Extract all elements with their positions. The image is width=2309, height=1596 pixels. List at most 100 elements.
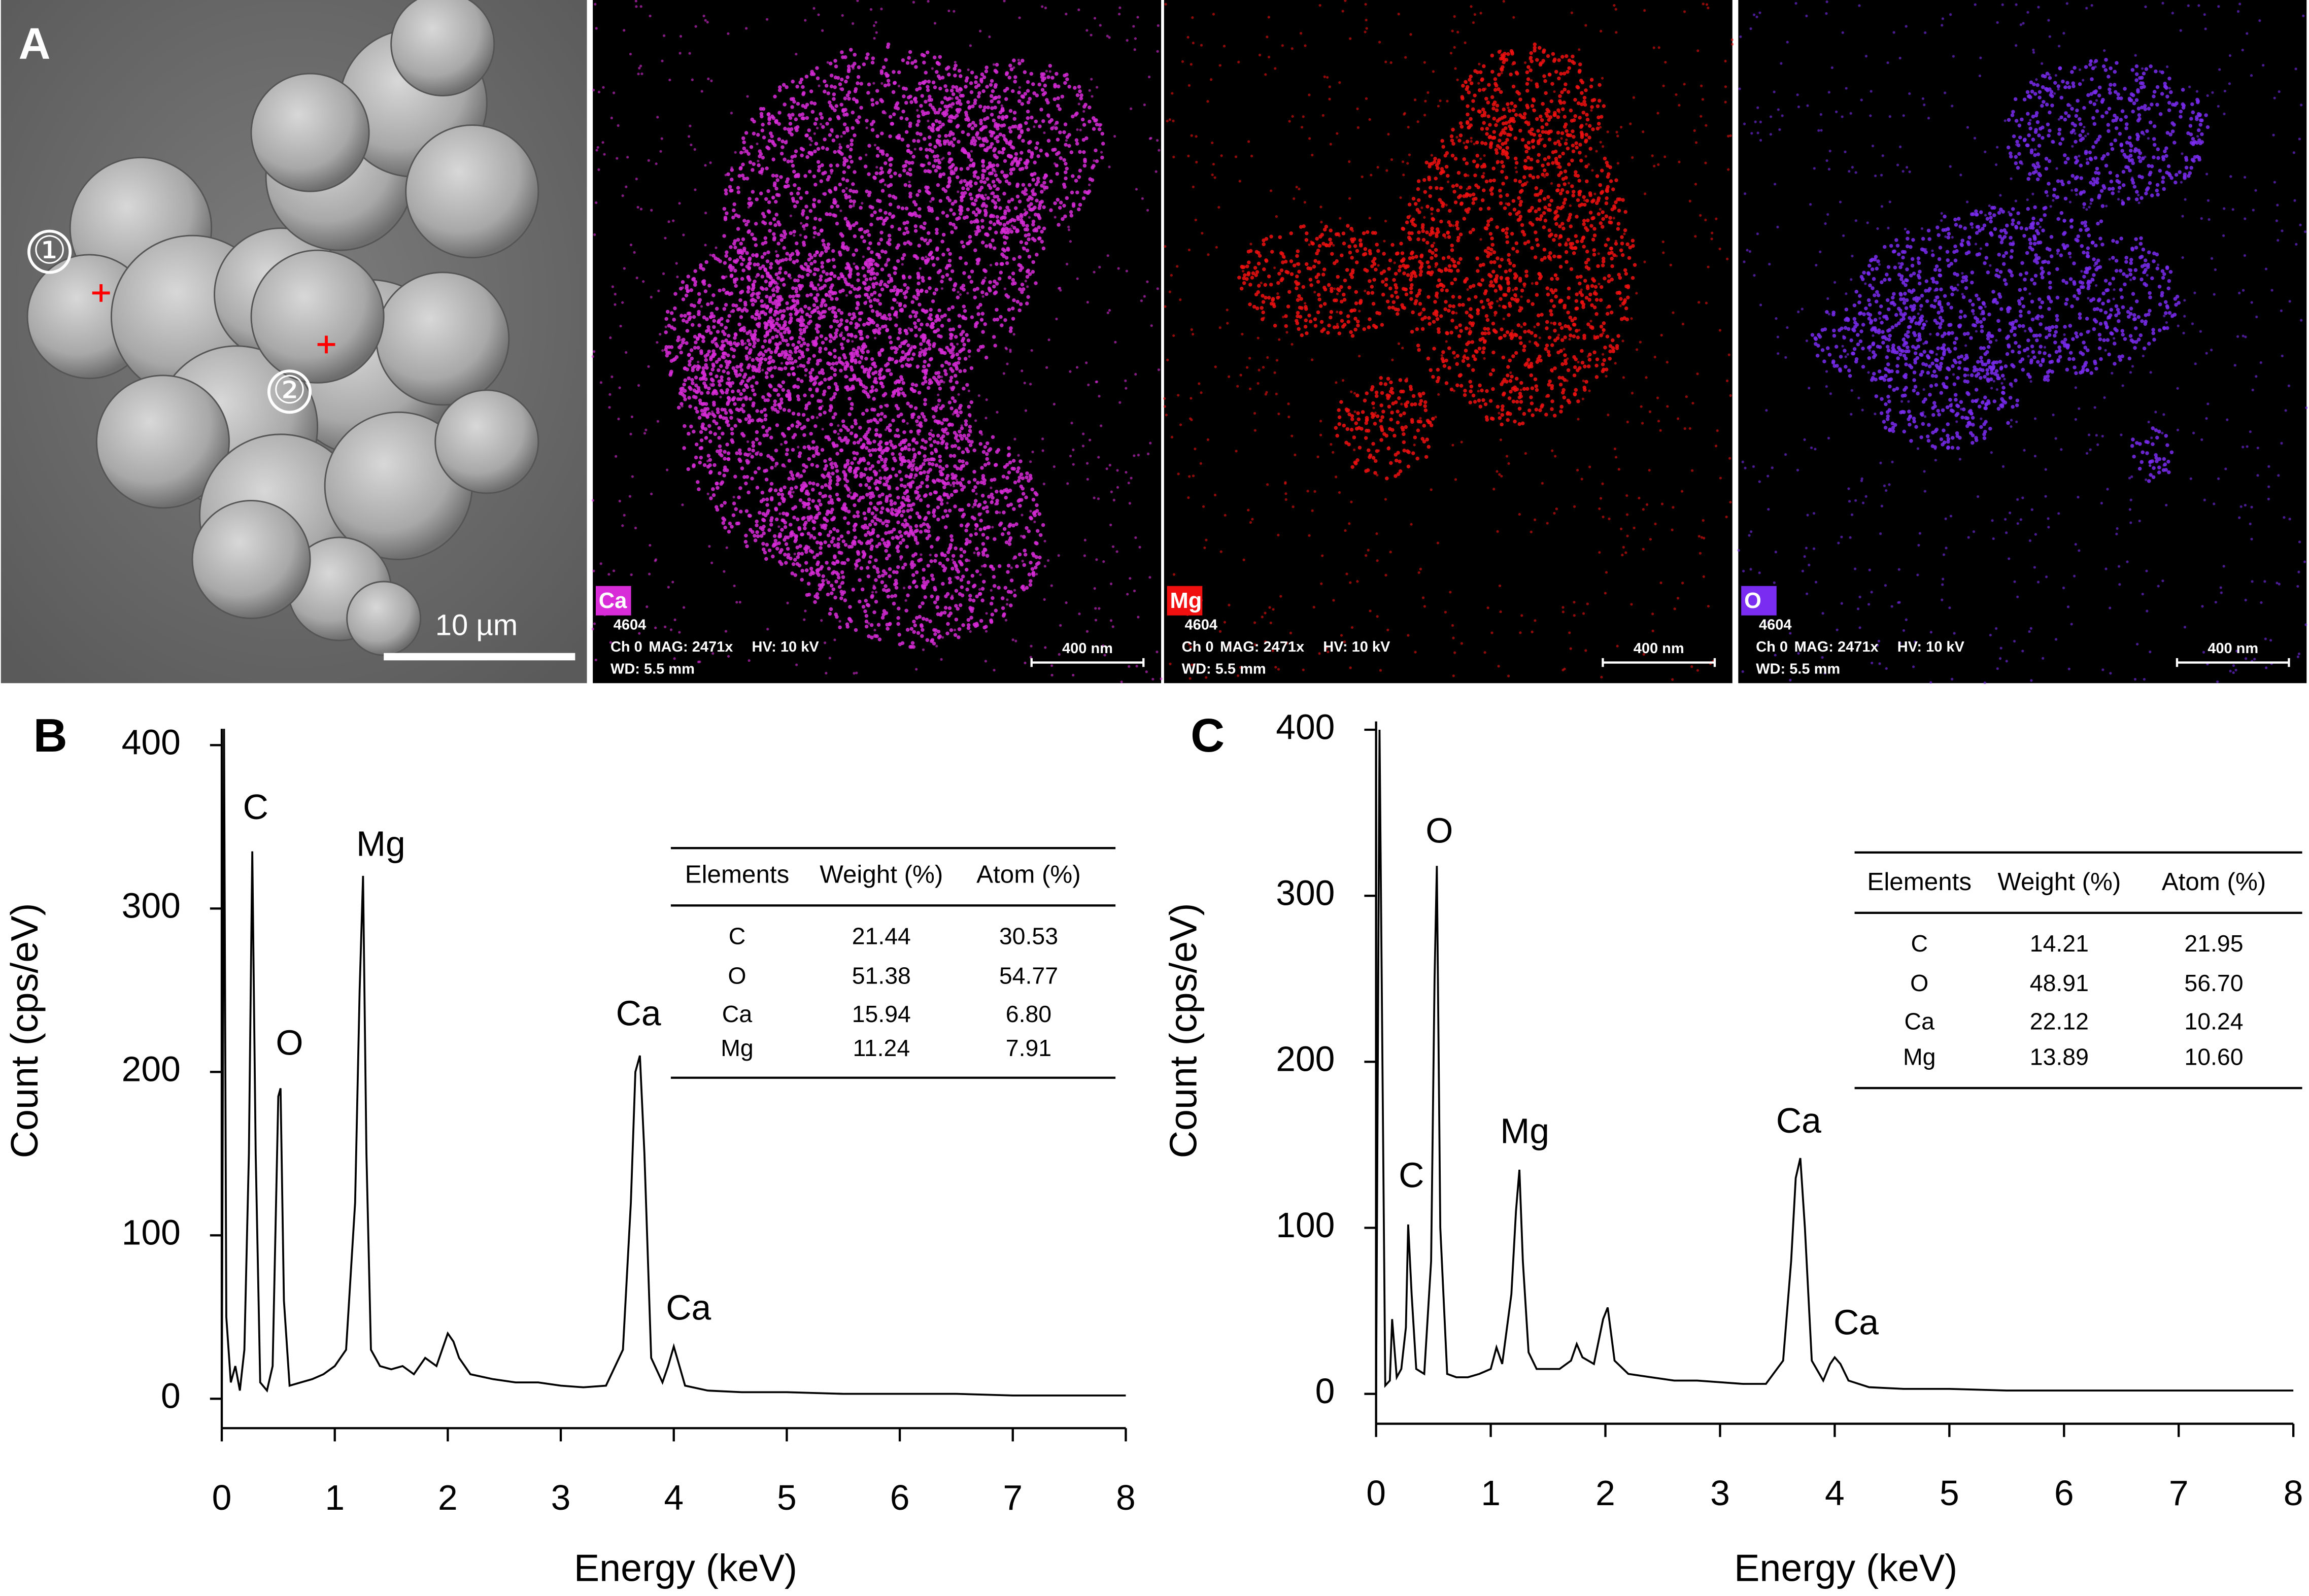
- map-dot: [797, 274, 802, 278]
- map-dot: [1089, 438, 1092, 442]
- map-dot: [826, 592, 830, 597]
- map-dot: [930, 545, 934, 549]
- map-dot: [1156, 287, 1159, 290]
- map-dot: [906, 593, 910, 597]
- map-dot: [870, 103, 875, 107]
- map-dot: [1146, 209, 1149, 212]
- map-dot: [882, 476, 887, 480]
- map-dot: [623, 29, 626, 32]
- map-dot: [982, 580, 986, 584]
- map-dot: [816, 267, 820, 272]
- map-dot: [908, 485, 913, 489]
- map-dot: [863, 523, 867, 528]
- map-dot: [1002, 527, 1007, 531]
- map-dot: [938, 561, 942, 566]
- map-dot: [995, 215, 999, 219]
- map-dot: [806, 445, 811, 449]
- map-dot: [905, 628, 910, 632]
- map-dot: [1035, 503, 1039, 507]
- map-dot: [1004, 138, 1008, 143]
- map-dot: [756, 534, 760, 538]
- map-dot: [919, 347, 923, 351]
- map-dot: [918, 351, 923, 355]
- map-dot: [987, 287, 992, 291]
- map-dot: [833, 462, 837, 466]
- map-dot: [842, 122, 847, 126]
- map-dot: [852, 354, 856, 358]
- map-dot: [1013, 589, 1016, 592]
- map-dot: [823, 378, 827, 382]
- map-dot: [784, 561, 788, 565]
- map-dot: [1016, 466, 1021, 470]
- map-dot: [894, 513, 898, 517]
- map-dot: [1113, 135, 1116, 138]
- map-dot: [865, 119, 869, 123]
- map-dot: [933, 632, 937, 636]
- map-dot: [878, 376, 882, 380]
- map-dot: [819, 551, 823, 555]
- map-dot: [747, 201, 751, 206]
- map-dot: [827, 566, 831, 571]
- map-dot: [816, 330, 820, 334]
- map-dot: [1053, 201, 1057, 206]
- map-dot: [964, 422, 968, 427]
- map-dot: [752, 162, 756, 166]
- map-dot: [757, 466, 761, 470]
- map-dot: [914, 65, 918, 69]
- map-dot: [905, 220, 909, 224]
- map-dot: [835, 444, 839, 448]
- map-dot: [662, 272, 665, 275]
- map-dot: [946, 495, 951, 499]
- map-dot: [825, 147, 829, 151]
- map-dot: [845, 187, 848, 190]
- map-dot: [639, 5, 642, 8]
- map-dot: [1141, 197, 1144, 200]
- map-dot: [724, 188, 728, 192]
- map-dot: [1143, 103, 1146, 107]
- map-dot: [816, 416, 819, 419]
- map-dot: [789, 97, 794, 101]
- map-dot: [772, 232, 776, 236]
- map-dot: [989, 263, 993, 266]
- map-dot: [809, 72, 814, 76]
- map-dot: [916, 271, 920, 276]
- map-dot: [784, 440, 788, 445]
- map-dot: [1018, 459, 1023, 463]
- map-dot: [900, 377, 904, 382]
- map-dot: [774, 507, 778, 512]
- map-dot: [991, 180, 996, 184]
- map-dot: [1075, 190, 1079, 195]
- map-dot: [968, 105, 972, 109]
- map-dot: [1031, 260, 1035, 264]
- map-dot: [976, 348, 980, 352]
- map-dot: [1021, 287, 1026, 291]
- map-dot: [796, 174, 800, 179]
- map-dot: [798, 328, 803, 332]
- map-dot: [875, 544, 879, 549]
- map-dot: [850, 545, 854, 549]
- map-dot: [799, 474, 803, 478]
- map-dot: [983, 232, 988, 236]
- map-dot: [709, 253, 712, 257]
- map-dot: [932, 263, 936, 267]
- map-dot: [904, 130, 909, 134]
- map-dot: [877, 353, 882, 357]
- map-dot: [906, 495, 910, 499]
- map-dot: [798, 349, 802, 353]
- map-dot: [828, 486, 832, 490]
- map-dot: [791, 113, 795, 117]
- map-dot: [843, 96, 847, 100]
- map-dot: [1010, 566, 1013, 569]
- map-dot: [792, 229, 796, 234]
- map-dot: [984, 69, 989, 74]
- map-dot: [920, 445, 924, 449]
- map-dot: [935, 154, 940, 158]
- map-dot: [1017, 61, 1022, 65]
- map-dot: [899, 387, 903, 391]
- map-dot: [893, 346, 897, 350]
- map-dot: [888, 193, 892, 198]
- map-dot: [1011, 146, 1015, 150]
- map-dot: [898, 174, 902, 178]
- map-dot: [959, 209, 964, 213]
- map-dot: [744, 509, 749, 513]
